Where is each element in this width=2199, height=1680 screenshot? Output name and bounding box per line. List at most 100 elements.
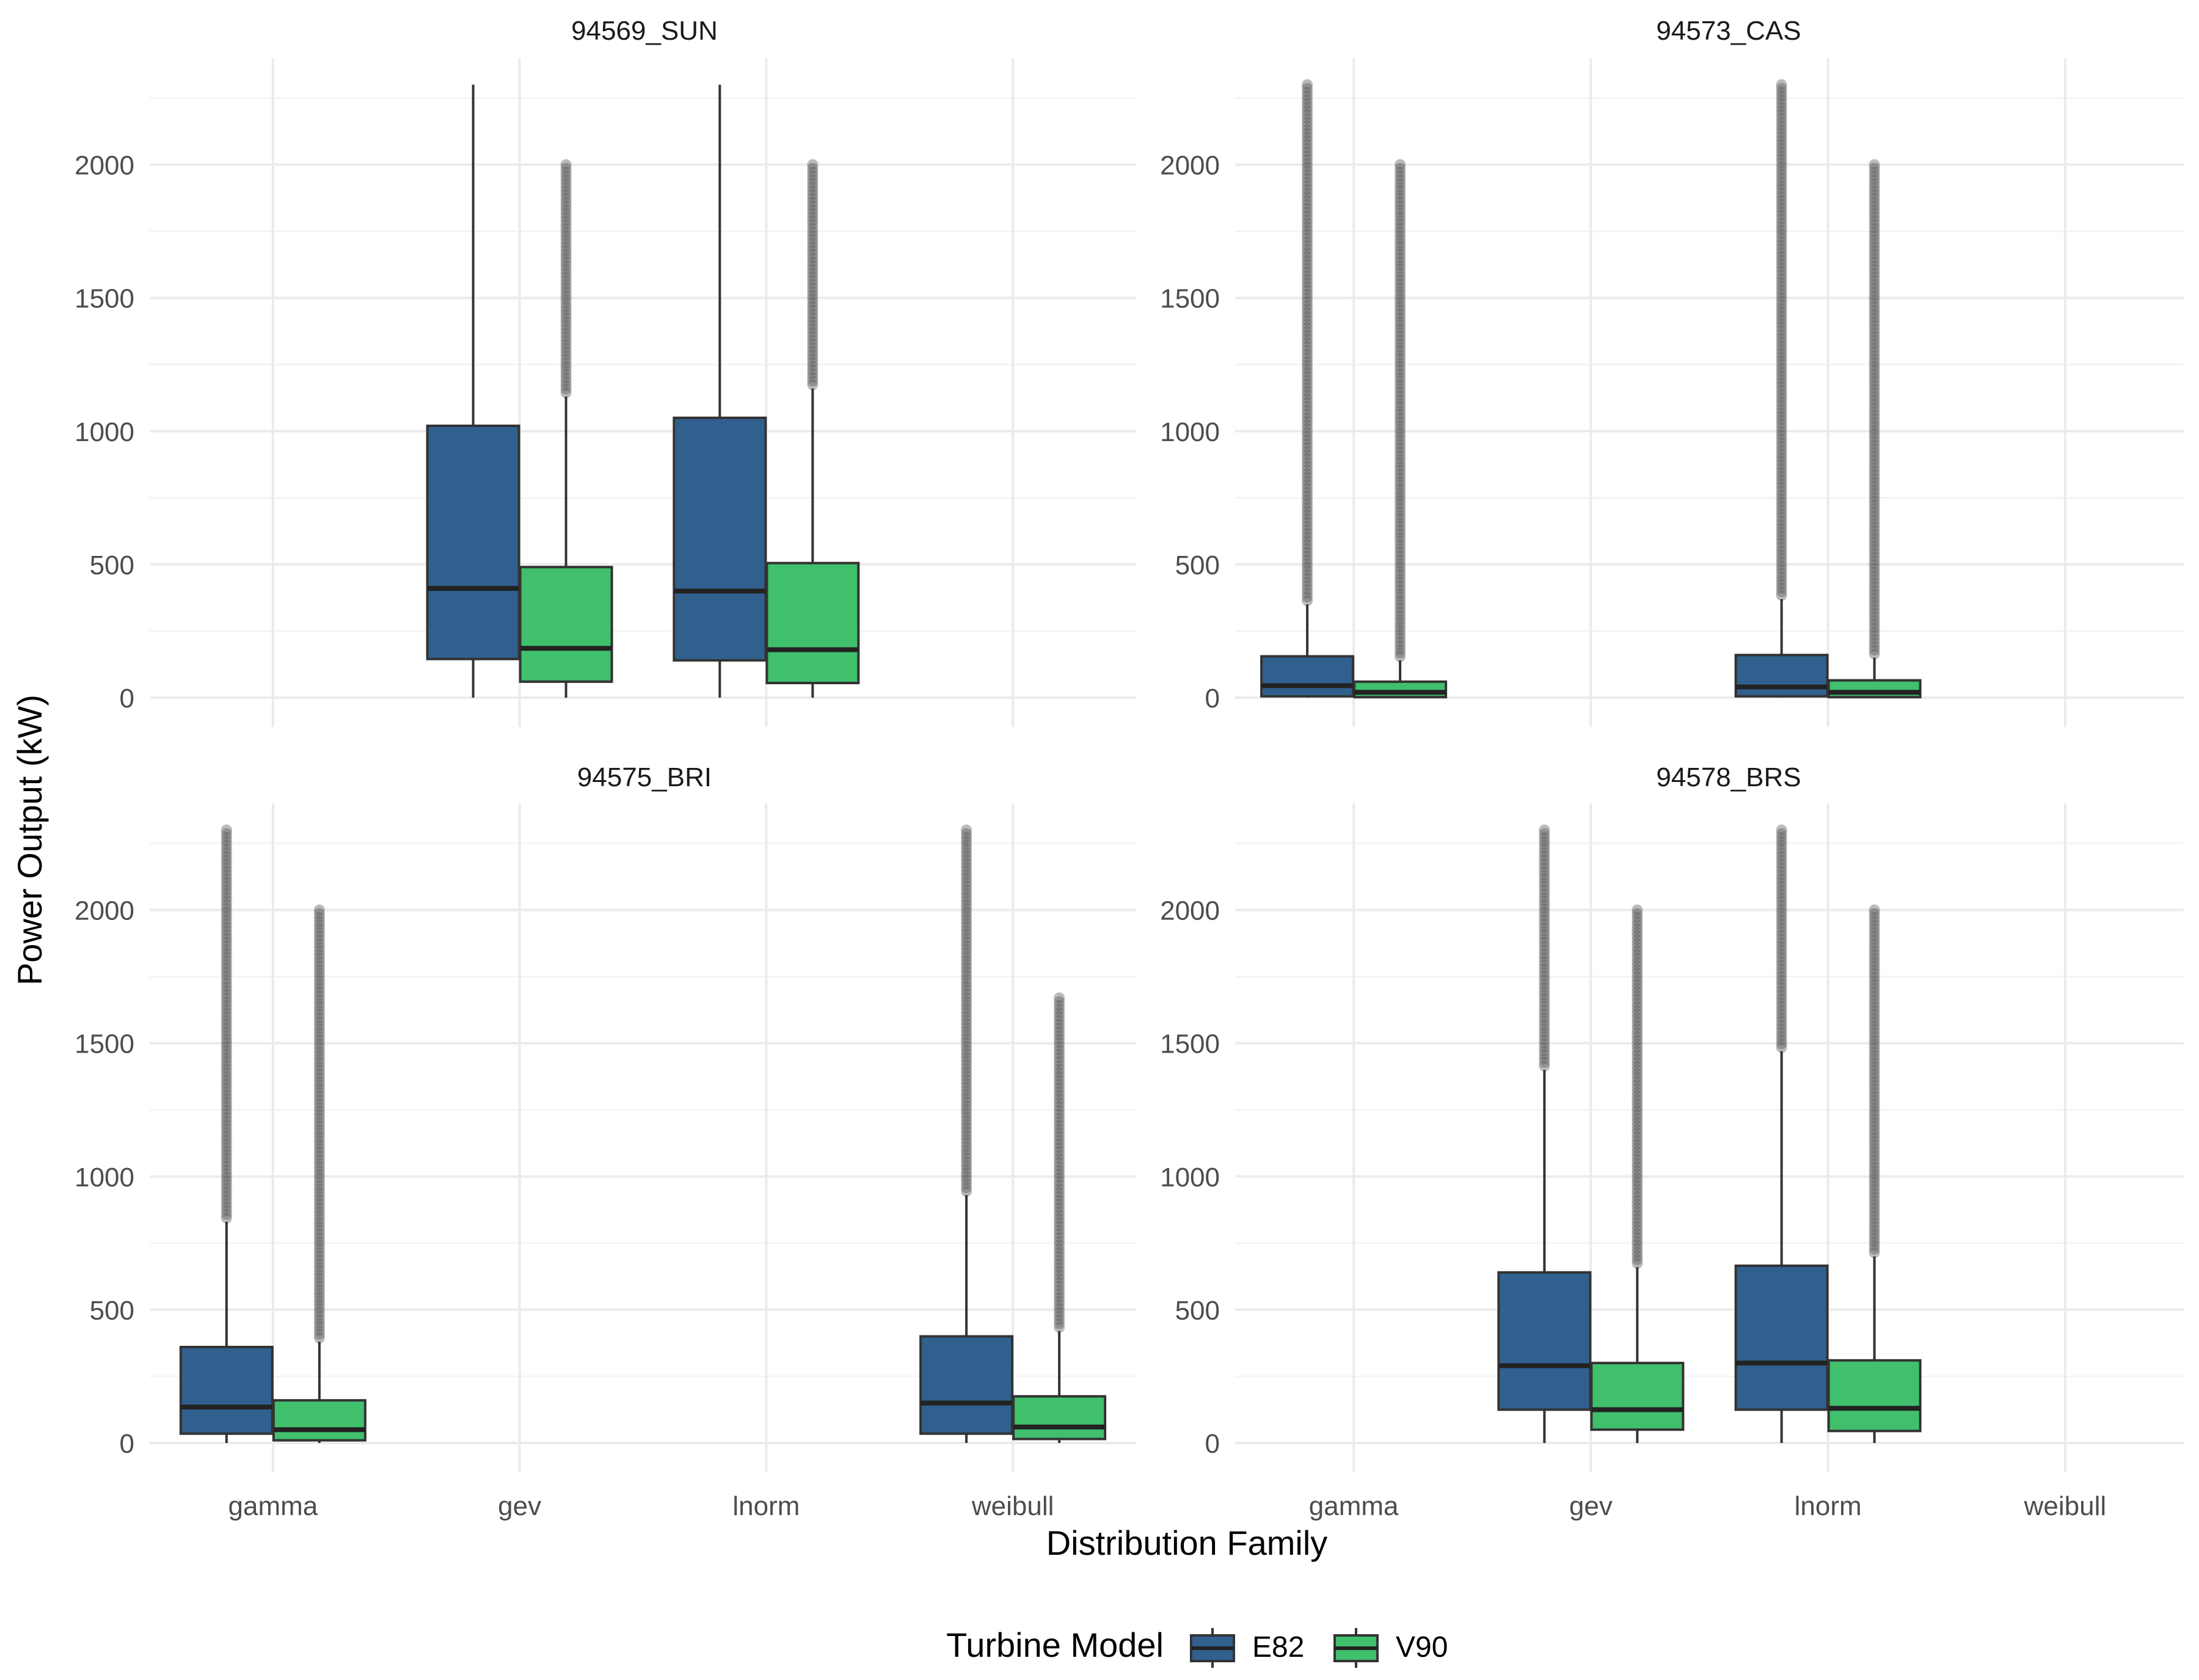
outlier-point — [1302, 277, 1313, 288]
outlier-point — [1054, 1161, 1065, 1172]
x-tick-label: gamma — [1309, 1491, 1399, 1521]
outlier-point — [961, 936, 972, 948]
outlier-point — [1302, 412, 1313, 423]
outlier-point — [1869, 1057, 1880, 1068]
outlier-point — [313, 1142, 325, 1154]
outlier-point — [1776, 161, 1787, 172]
outlier-point — [1395, 531, 1406, 543]
outlier-point — [1054, 1078, 1065, 1090]
outlier-point — [1054, 1134, 1065, 1146]
outlier-point — [1869, 615, 1880, 626]
outlier-point — [1395, 542, 1406, 554]
outlier-point — [560, 346, 572, 357]
outlier-point — [1869, 634, 1880, 645]
outlier-point — [313, 1005, 325, 1017]
outlier-point — [313, 956, 325, 968]
outlier-point — [807, 271, 819, 282]
outlier-point — [961, 913, 972, 925]
x-axis-title: Distribution Family — [1046, 1524, 1328, 1562]
outlier-point — [1632, 1101, 1643, 1113]
outlier-point — [1776, 552, 1787, 564]
outlier-point — [1395, 565, 1406, 577]
outlier-point — [1869, 222, 1880, 234]
outlier-point — [1054, 1205, 1065, 1217]
outlier-point — [1539, 828, 1550, 839]
outlier-point — [1539, 1034, 1550, 1046]
outlier-point — [313, 1194, 325, 1206]
outlier-point — [1395, 554, 1406, 566]
outlier-point — [1869, 424, 1880, 436]
outlier-point — [1869, 390, 1880, 402]
outlier-point — [1869, 185, 1880, 197]
outlier-point — [1776, 963, 1787, 974]
outlier-point — [1632, 990, 1643, 1001]
outlier-point — [1869, 604, 1880, 615]
outlier-point — [807, 159, 819, 170]
outlier-point — [313, 1329, 325, 1340]
outlier-point — [313, 1176, 325, 1188]
outlier-point — [1869, 342, 1880, 354]
outlier-point — [1632, 1090, 1643, 1101]
outlier-point — [1776, 933, 1787, 944]
outlier-point — [560, 331, 572, 343]
outlier-point — [313, 960, 325, 971]
outlier-point — [1869, 1027, 1880, 1039]
outlier-point — [221, 1205, 232, 1216]
outlier-point — [1776, 481, 1787, 493]
outlier-point — [221, 1134, 232, 1145]
outlier-point — [1632, 1034, 1643, 1046]
box-body — [179, 1345, 274, 1435]
outlier-point — [221, 888, 232, 899]
outlier-point — [807, 327, 819, 338]
outlier-point — [1869, 964, 1880, 976]
outlier-point — [1869, 334, 1880, 346]
outlier-point — [221, 973, 232, 985]
outlier-point — [1302, 299, 1313, 311]
outlier-point — [1776, 418, 1787, 429]
outlier-point — [961, 854, 972, 866]
outlier-point — [1395, 434, 1406, 446]
y-tick-label: 1000 — [1160, 1163, 1220, 1192]
outlier-point — [1302, 292, 1313, 304]
outlier-point — [1632, 975, 1643, 987]
outlier-point — [1632, 1183, 1643, 1195]
outlier-point — [1776, 157, 1787, 169]
outlier-point — [1539, 1038, 1550, 1050]
outlier-point — [1632, 1254, 1643, 1265]
outlier-point — [1632, 952, 1643, 964]
box-E82-lnorm — [673, 84, 767, 698]
outlier-point — [560, 372, 572, 384]
outlier-point — [313, 1235, 325, 1247]
outlier-point — [1869, 915, 1880, 927]
outlier-point — [1869, 1094, 1880, 1106]
outlier-point — [807, 323, 819, 335]
outlier-point — [1054, 1105, 1065, 1116]
outlier-point — [1776, 467, 1787, 478]
outlier-point — [1776, 854, 1787, 866]
outlier-point — [1395, 409, 1406, 420]
outlier-point — [1302, 502, 1313, 513]
outlier-point — [1539, 1031, 1550, 1042]
outlier-point — [1302, 370, 1313, 382]
outlier-point — [1869, 1158, 1880, 1169]
outlier-point — [560, 286, 572, 298]
outlier-point — [1395, 267, 1406, 279]
outlier-point — [1632, 1146, 1643, 1158]
outlier-point — [961, 918, 972, 929]
outlier-point — [313, 963, 325, 975]
outlier-point — [1395, 476, 1406, 488]
outlier-point — [1539, 1042, 1550, 1053]
outlier-point — [560, 316, 572, 327]
outlier-point — [1869, 938, 1880, 949]
outlier-point — [1869, 312, 1880, 324]
outlier-point — [807, 203, 819, 215]
outlier-point — [961, 891, 972, 903]
outlier-point — [1776, 448, 1787, 459]
outlier-point — [1539, 1053, 1550, 1064]
outlier-point — [1539, 866, 1550, 877]
y-tick-label: 2000 — [75, 151, 134, 181]
outlier-point — [1776, 571, 1787, 582]
outlier-point — [1054, 1108, 1065, 1120]
outlier-point — [961, 1078, 972, 1089]
outlier-point — [1302, 258, 1313, 270]
